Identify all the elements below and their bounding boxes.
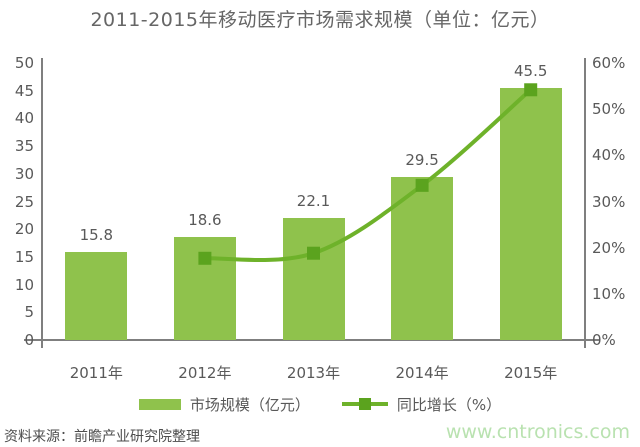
legend-line-marker (358, 398, 371, 410)
bar-value-label: 18.6 (188, 210, 222, 229)
y-axis-tick-right: 50% (592, 100, 626, 119)
y-axis-tick-right: 10% (592, 284, 626, 303)
data-source-text: 资料来源：前瞻产业研究院整理 (4, 429, 200, 445)
bar-2015年 (499, 87, 562, 340)
y-axis-tick-left: 0 (24, 331, 34, 349)
line-marker (198, 251, 212, 265)
y-axis-tick-left: 30 (14, 164, 34, 183)
y-axis-tick-left: 25 (14, 192, 34, 211)
y-axis-tick-left: 15 (14, 247, 34, 266)
legend-bar-swatch (138, 398, 181, 410)
x-axis-label: 2013年 (286, 364, 341, 382)
bar-2011年 (65, 252, 128, 340)
y-axis-tick-left: 50 (14, 54, 34, 72)
line-marker (524, 83, 538, 97)
y-axis-tick-left: 40 (14, 109, 34, 128)
x-axis-label: 2011年 (69, 364, 123, 382)
legend-line-swatch (341, 398, 388, 410)
y-axis-tick-right: 40% (592, 146, 626, 165)
x-axis-line (24, 339, 600, 341)
line-marker (415, 178, 429, 192)
chart-title: 2011-2015年移动医疗市场需求规模（单位：亿元） (90, 9, 550, 31)
legend-line-label: 同比增长（%） (396, 395, 502, 414)
y-axis-tick-left: 5 (24, 303, 34, 322)
bar-2013年 (282, 217, 345, 340)
y-axis-tick-right: 60% (592, 54, 626, 72)
y-axis-tick-left: 10 (14, 275, 34, 294)
x-axis-label: 2012年 (178, 364, 232, 382)
legend-item-growth: 同比增长（%） (341, 394, 502, 415)
x-axis-label: 2014年 (395, 364, 449, 382)
growth-line-path (204, 88, 533, 263)
x-axis-label: 2015年 (504, 364, 558, 382)
line-marker (307, 246, 320, 260)
legend: 市场规模（亿元） 同比增长（%） (0, 394, 640, 414)
right-axis-line (584, 58, 586, 348)
bar-value-label: 29.5 (405, 150, 439, 169)
watermark-link[interactable]: www.cntronics.com (445, 421, 630, 443)
left-axis-line (41, 58, 43, 348)
y-axis-tick-right: 0% (592, 331, 616, 349)
legend-bar-label: 市场规模（亿元） (189, 395, 310, 414)
y-axis-tick-right: 30% (592, 192, 626, 211)
bar-value-label: 15.8 (79, 226, 113, 245)
bar-2014年 (391, 176, 454, 340)
y-axis-tick-left: 45 (14, 81, 34, 100)
y-axis-tick-left: 20 (14, 220, 34, 239)
bar-value-label: 45.5 (513, 61, 548, 80)
y-axis-tick-left: 35 (14, 137, 34, 156)
y-axis-tick-right: 20% (592, 238, 626, 257)
bar-value-label: 22.1 (296, 191, 331, 210)
legend-item-market-size: 市场规模（亿元） (138, 394, 310, 415)
